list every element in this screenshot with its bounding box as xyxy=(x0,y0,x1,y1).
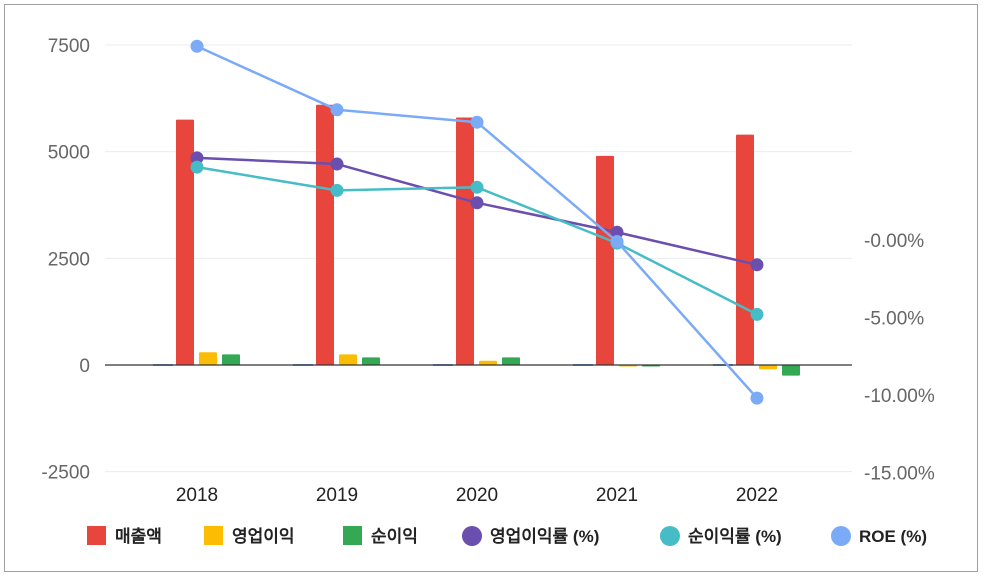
series-point xyxy=(470,180,484,194)
series-point xyxy=(470,115,484,129)
bar xyxy=(222,354,240,365)
legend-item: ROE (%) xyxy=(831,526,927,546)
bar xyxy=(596,155,614,365)
series-point xyxy=(750,391,764,405)
bar xyxy=(456,117,474,366)
bar xyxy=(782,365,800,376)
legend-item: 영업이익률 (%) xyxy=(462,526,599,546)
x-tick-label: 2020 xyxy=(456,485,498,506)
bar xyxy=(736,134,754,365)
y-tick-label-left: 0 xyxy=(79,356,90,377)
legend-swatch xyxy=(831,526,851,546)
legend-label: 순이익 xyxy=(371,527,418,546)
y-tick-label-right: -0.00% xyxy=(864,231,924,252)
legend-item: 매출액 xyxy=(87,526,162,546)
bar xyxy=(199,352,217,365)
x-tick-label: 2022 xyxy=(736,485,778,506)
bar xyxy=(759,365,777,370)
x-tick-label: 2018 xyxy=(176,485,218,506)
legend-swatch xyxy=(660,526,680,546)
legend-swatch xyxy=(462,526,482,546)
series-point xyxy=(330,103,344,117)
bar xyxy=(502,357,520,365)
bar xyxy=(479,360,497,365)
y-tick-label-right: -15.00% xyxy=(864,464,935,485)
y-tick-label-left: 7500 xyxy=(48,36,90,57)
bar xyxy=(176,119,194,366)
legend-label: 영업이익 xyxy=(232,527,295,546)
x-tick-label: 2021 xyxy=(596,485,638,506)
legend-swatch xyxy=(204,526,223,545)
legend-item: 영업이익 xyxy=(204,526,295,546)
legend-swatch xyxy=(87,526,106,545)
series-line xyxy=(196,45,758,399)
y-tick-label-right: -10.00% xyxy=(864,386,935,407)
series-point xyxy=(190,39,204,53)
y-tick-label-left: -2500 xyxy=(41,463,90,484)
series-point xyxy=(610,225,624,239)
legend-item: 순이익률 (%) xyxy=(660,526,782,546)
x-tick-label: 2019 xyxy=(316,485,358,506)
chart-frame xyxy=(4,4,978,572)
legend-label: ROE (%) xyxy=(859,527,927,546)
legend-item: 순이익 xyxy=(343,526,418,546)
series-point xyxy=(330,183,344,197)
series-point xyxy=(470,196,484,210)
series-point xyxy=(330,157,344,171)
series-point xyxy=(190,160,204,174)
series-point xyxy=(750,307,764,321)
bar xyxy=(316,104,334,365)
y-tick-label-left: 5000 xyxy=(48,143,90,164)
legend-label: 영업이익률 (%) xyxy=(490,527,599,546)
series-point xyxy=(750,258,764,272)
legend-swatch xyxy=(343,526,362,545)
y-tick-label-right: -5.00% xyxy=(864,309,924,330)
series-point xyxy=(610,235,624,249)
series-line xyxy=(196,156,758,267)
legend-label: 매출액 xyxy=(115,527,162,546)
bar xyxy=(362,357,380,365)
series-point xyxy=(190,151,204,165)
bar xyxy=(339,354,357,365)
y-tick-label-left: 2500 xyxy=(48,249,90,270)
legend-label: 순이익률 (%) xyxy=(688,527,782,546)
